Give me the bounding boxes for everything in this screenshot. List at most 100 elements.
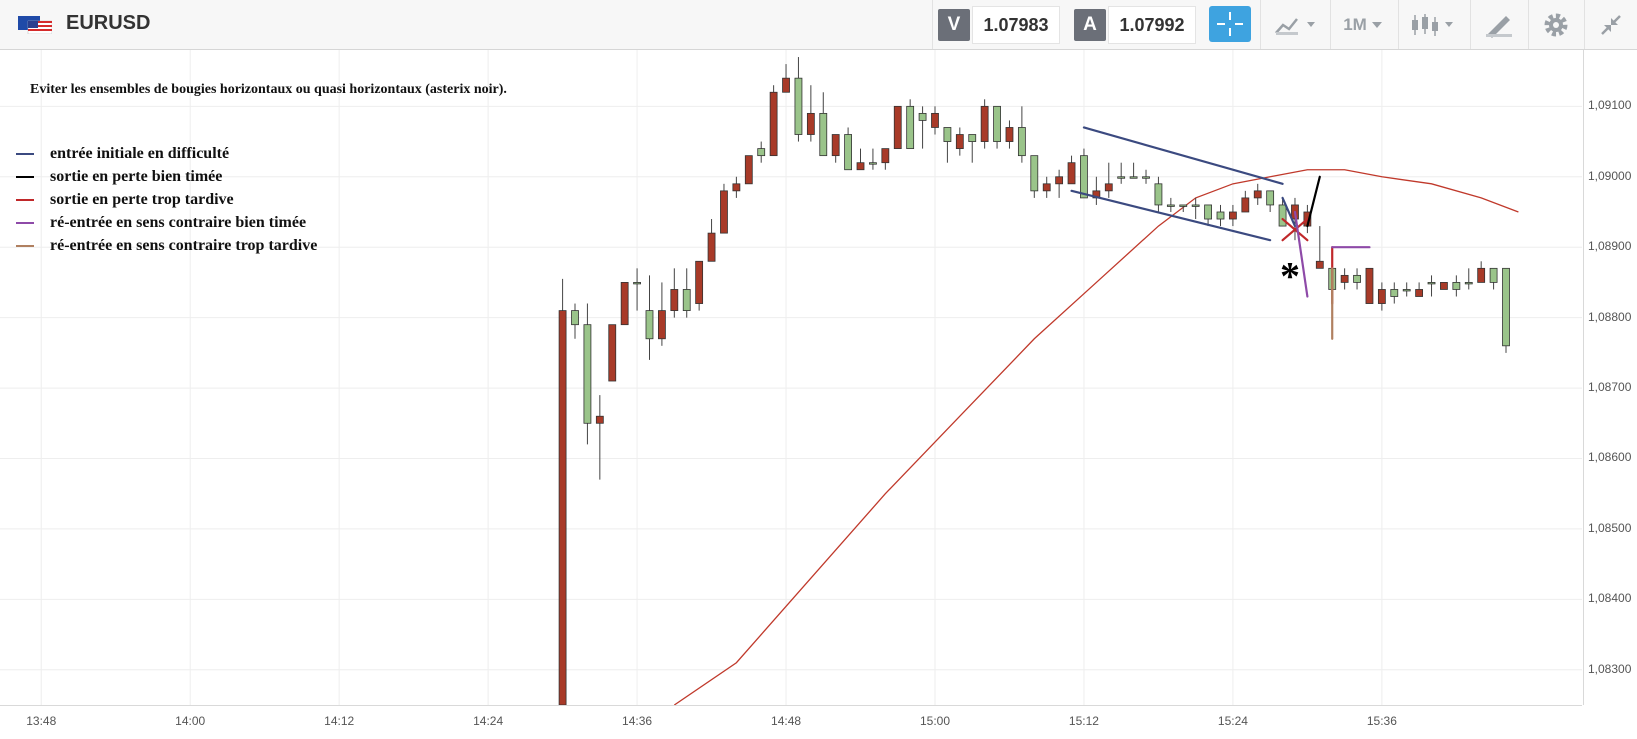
candle-up [918, 112, 927, 121]
candle-up [1353, 274, 1361, 283]
draw-tool-button[interactable] [1476, 6, 1522, 44]
legend-label: ré-entrée en sens contraire bien timée [50, 213, 307, 231]
legend-swatch [16, 175, 34, 178]
candle-style-button[interactable] [1404, 6, 1464, 44]
candle-down [1104, 183, 1113, 192]
legend-item: entrée initiale en difficulté [16, 142, 317, 165]
candle-down [595, 415, 604, 424]
candle-down [670, 289, 679, 311]
price-chart[interactable]: * [0, 50, 1582, 705]
candle-up [1452, 282, 1461, 290]
time-tick-label: 14:00 [175, 714, 206, 728]
candle-down [695, 260, 704, 304]
bid-label[interactable]: V [938, 9, 970, 41]
chart-type-button[interactable] [1268, 6, 1324, 44]
price-tick-label: 1,08400 [1588, 591, 1632, 606]
candle-up [1204, 204, 1212, 220]
candle-up [645, 310, 654, 340]
candle-down [931, 112, 939, 128]
candle-up [1489, 267, 1498, 283]
price-tick-label: 1,08300 [1588, 661, 1632, 676]
crosshair-button[interactable] [1209, 6, 1251, 42]
asterisk-mark: * [1280, 253, 1300, 298]
candle-up [1017, 127, 1026, 157]
time-tick-label: 13:48 [26, 714, 57, 728]
candle-down [732, 183, 741, 192]
candle-up [1030, 155, 1039, 192]
ask-group[interactable]: A 1.07992 [1074, 4, 1196, 46]
candle-down [881, 148, 890, 164]
settings-button[interactable] [1534, 6, 1578, 44]
compress-button[interactable] [1590, 6, 1632, 44]
price-axis[interactable]: 1,09100 1,09000 1,08900 1,08800 1,08700 1,086… [1583, 50, 1637, 705]
time-tick-label: 15:36 [1366, 714, 1397, 728]
candle-down [831, 134, 840, 157]
candle-down [1067, 162, 1076, 185]
bid-price[interactable]: 1.07983 [972, 6, 1060, 44]
ask-price[interactable]: 1.07992 [1108, 6, 1196, 44]
timeframe-label: 1M [1343, 15, 1367, 34]
candle-up [571, 310, 579, 326]
candlestick-icon [1412, 14, 1453, 36]
candle-up [794, 77, 803, 135]
draw-tool-icon [1486, 16, 1512, 38]
time-tick-label: 15:00 [919, 714, 950, 728]
candle-up [1191, 204, 1200, 207]
candle-up [1464, 282, 1473, 285]
candle-down [856, 162, 865, 171]
time-tick-label: 14:24 [473, 714, 504, 728]
candle-up [968, 134, 977, 142]
candle-down [1377, 289, 1386, 304]
timeframe-button[interactable]: 1M [1336, 6, 1392, 44]
candle-down [782, 77, 790, 93]
candle-down [893, 105, 902, 150]
candle-down [1005, 127, 1014, 142]
price-tick-label: 1,08900 [1588, 239, 1632, 254]
legend-label: ré-entrée en sens contraire trop tardive [50, 236, 318, 254]
instrument-symbol: EURUSD [66, 12, 151, 34]
candle-down [720, 190, 728, 234]
legend: entrée initiale en difficulté sortie en p… [16, 142, 317, 257]
ask-label[interactable]: A [1074, 9, 1106, 41]
price-tick-label: 1,08700 [1588, 380, 1632, 395]
crosshair-icon [1217, 12, 1243, 36]
chart-note: Eviter les ensembles de bougies horizont… [30, 82, 507, 97]
price-tick-label: 1,08800 [1588, 309, 1632, 324]
candle-up [1154, 183, 1163, 206]
candle-down [558, 310, 567, 705]
legend-item: ré-entrée en sens contraire trop tardive [16, 234, 317, 257]
legend-item: ré-entrée en sens contraire bien timée [16, 211, 317, 234]
candle-down [1477, 267, 1486, 283]
bid-group[interactable]: V 1.07983 [938, 4, 1060, 46]
candle-up [906, 105, 915, 150]
time-tick-label: 14:48 [771, 714, 802, 728]
candle-down [1440, 282, 1448, 290]
candle-down [1229, 211, 1237, 220]
time-tick-label: 15:12 [1068, 714, 1099, 728]
price-tick-label: 1,09000 [1588, 168, 1632, 183]
time-tick-label: 14:12 [324, 714, 355, 728]
chevron-down-icon [1371, 22, 1382, 28]
candle-up [1502, 267, 1510, 347]
candle-down [1253, 190, 1262, 199]
time-tick-label: 15:24 [1217, 714, 1248, 728]
candle-up [1179, 204, 1188, 207]
candle-up [583, 324, 592, 424]
candle-up [682, 289, 691, 311]
candle-up [1166, 204, 1175, 207]
price-tick-label: 1,08600 [1588, 450, 1632, 465]
moving-average-line [673, 169, 1519, 705]
candle-down [1365, 267, 1374, 304]
legend-label: entrée initiale en difficulté [50, 144, 230, 162]
candle-down [707, 232, 716, 262]
time-axis[interactable]: 13:48 14:00 14:12 14:24 14:36 14:48 15:00 15:12… [0, 705, 1582, 739]
candle-down [955, 134, 964, 150]
top-toolbar: EURUSD V 1.07983 A 1.07992 1M [0, 0, 1637, 50]
legend-swatch [16, 198, 34, 201]
candle-down [1042, 183, 1051, 192]
trend-line-channel-lower [1070, 189, 1272, 242]
price-tick-label: 1,08500 [1588, 520, 1632, 535]
compress-icon [1601, 15, 1621, 35]
flag-eu-us-icon [18, 16, 52, 34]
legend-label: sortie en perte bien timée [50, 167, 223, 185]
